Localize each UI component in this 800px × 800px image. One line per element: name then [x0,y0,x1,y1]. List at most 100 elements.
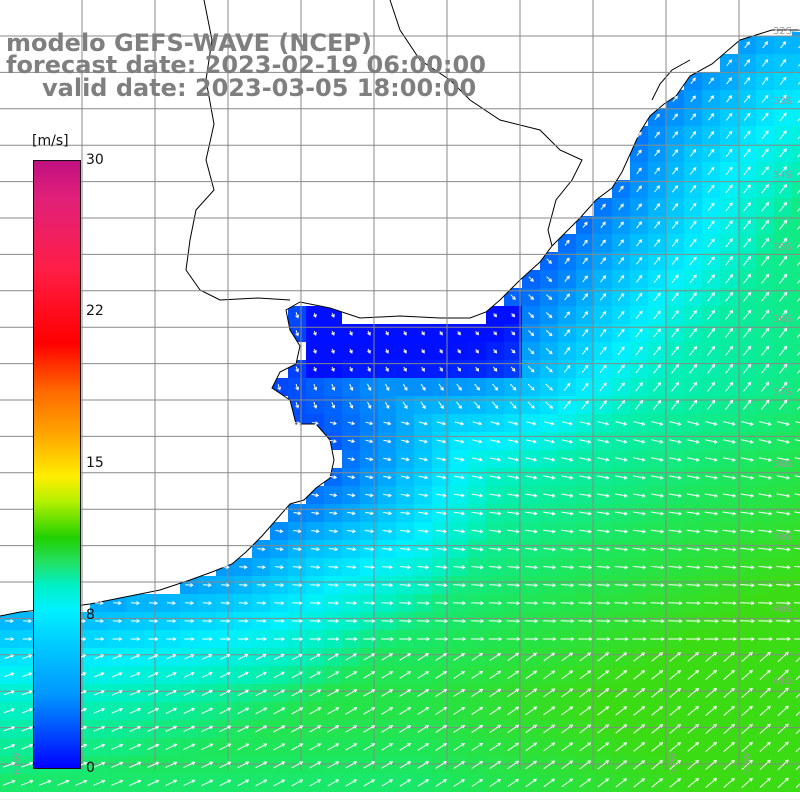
wind-arrow [21,726,34,732]
wind-arrow [707,274,715,284]
wind-arrow [327,779,340,787]
wind-arrow [201,707,214,715]
wind-arrow [327,707,340,715]
wind-arrow [669,778,682,788]
wind-arrow [614,601,629,606]
wind-arrow [471,493,484,498]
wind-arrow [527,347,535,355]
wind-arrow [347,439,356,444]
wind-arrow [722,439,736,444]
wind-arrow [363,689,376,697]
wind-arrow [255,707,268,715]
wind-arrow [671,345,680,356]
wind-arrow [635,310,643,320]
wind-arrow [777,777,789,789]
wind-arrow [183,779,196,787]
wind-arrow [112,637,123,642]
wind-arrow [740,511,755,516]
wind-arrow [509,383,517,391]
wind-arrow [596,583,611,588]
wind-arrow [725,291,734,302]
wind-arrow [457,348,461,354]
wind-arrow [759,687,771,698]
wind-arrow [527,383,535,391]
wind-arrow [309,619,322,624]
wind-arrow [632,547,647,552]
wind-arrow [457,366,461,372]
wind-arrow [614,637,629,642]
wind-arrow [708,77,714,85]
wind-arrow [257,547,266,552]
wind-arrow [488,637,503,642]
wind-arrow [399,653,412,661]
wind-arrow [417,653,430,661]
wind-arrow [777,759,789,771]
wind-arrow [4,619,14,624]
wind-arrow [543,475,556,480]
wind-arrow [740,493,755,498]
wind-arrow [650,547,665,552]
wind-arrow [707,345,716,356]
wind-cell [792,648,800,666]
wind-arrow [363,761,376,769]
land-mask [0,0,800,617]
wind-cell [792,522,800,540]
wind-arrow [130,601,140,606]
wind-arrow [560,583,575,588]
wind-arrow [671,238,679,247]
wind-arrow [759,669,771,680]
wind-arrow [560,637,575,642]
wind-arrow [689,238,697,248]
wind-arrow [147,707,160,714]
wind-arrow [185,583,194,588]
wind-arrow [777,705,789,717]
wind-arrow [543,688,556,698]
wind-arrow [331,330,335,336]
wind-arrow [653,256,661,265]
wind-arrow [148,637,159,642]
wind-arrow [794,421,800,424]
wind-arrow [129,689,141,696]
wind-arrow [722,583,737,588]
wind-arrow [705,669,718,680]
wind-arrow [797,135,800,140]
wind-arrow [686,583,701,588]
wind-arrow [220,619,231,624]
wind-arrow [740,457,754,462]
wind-arrow [777,651,789,663]
wind-arrow [436,475,447,480]
wind-arrow [94,654,105,660]
wind-arrow [636,185,642,193]
wind-arrow [399,671,412,679]
wind-arrow [255,743,268,751]
wind-arrow [129,779,142,786]
wind-arrow [311,493,320,498]
wind-arrow [743,130,751,139]
wind-arrow [599,364,607,374]
wind-arrow [741,705,753,716]
wind-cell [792,198,800,216]
wind-arrow [707,327,716,338]
wind-arrow [686,511,701,516]
wind-arrow [238,583,248,588]
wind-arrow [454,475,465,480]
wind-arrow [671,274,679,284]
wind-arrow [471,724,484,734]
wind-arrow [383,457,392,462]
wind-arrow [723,669,735,680]
wind-arrow [184,619,195,624]
wind-arrow [744,77,751,85]
wind-arrow [633,421,646,426]
wind-arrow [148,619,159,624]
wind-arrow [725,399,734,410]
wind-arrow [489,688,502,698]
wind-arrow [508,421,519,426]
wind-arrow [743,327,752,338]
wind-arrow [439,348,443,354]
wind-arrow [493,331,498,336]
wind-arrow [759,759,771,770]
wind-arrow [723,759,735,770]
wind-arrow [632,511,646,516]
wind-arrow [705,723,718,734]
wind-arrow [93,743,106,750]
